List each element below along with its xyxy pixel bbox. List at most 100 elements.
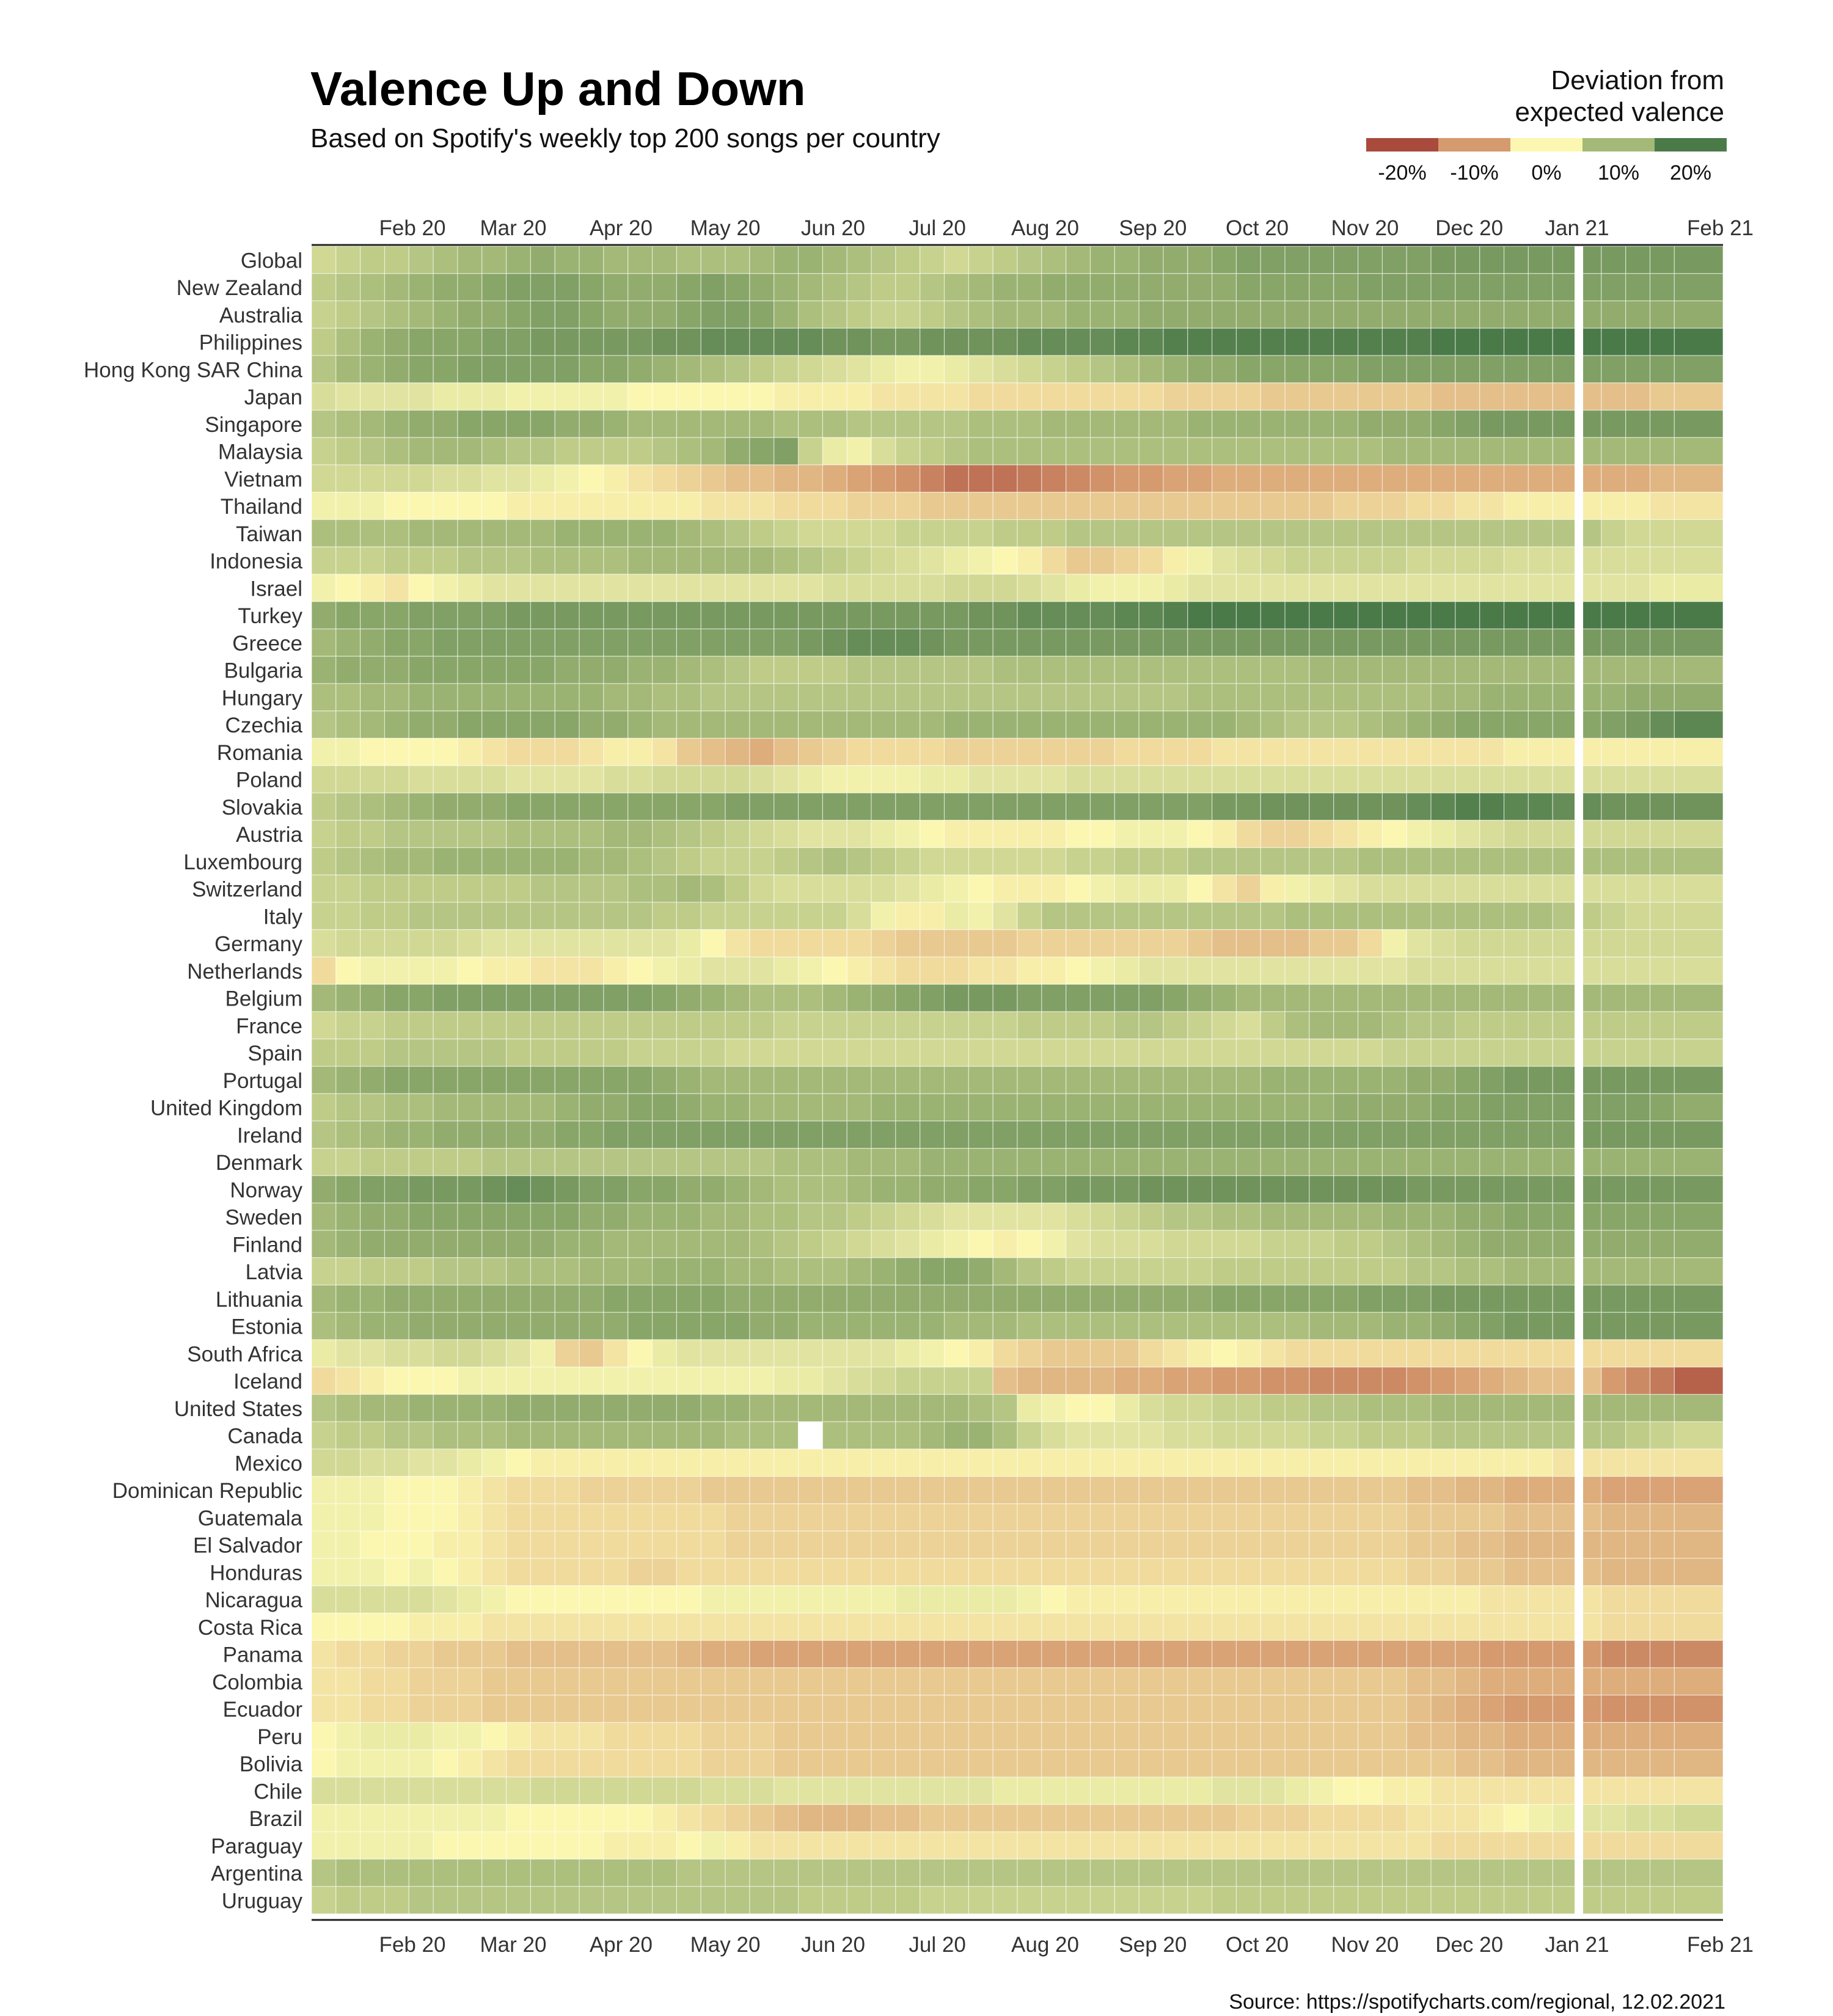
heatmap-cell: [1333, 546, 1359, 575]
heatmap-cell: [1284, 382, 1310, 411]
heatmap-cell: [1455, 847, 1480, 875]
heatmap-cell: [1187, 656, 1213, 684]
heatmap-cell: [1187, 628, 1213, 657]
heatmap-cell: [1528, 519, 1553, 547]
heatmap-cell: [335, 273, 361, 302]
heatmap-cell: [1114, 1011, 1140, 1040]
heatmap-cell: [1284, 409, 1310, 438]
heatmap-cell: [1212, 1858, 1237, 1887]
heatmap-cell: [1284, 246, 1310, 274]
heatmap-cell: [1649, 1312, 1675, 1340]
heatmap-cell: [1284, 601, 1310, 630]
heatmap-cell: [920, 929, 945, 958]
heatmap-cell: [408, 1667, 434, 1696]
heatmap-cell: [992, 246, 1018, 274]
heatmap-cell: [1455, 1120, 1480, 1149]
heatmap-cell: [1381, 1749, 1407, 1778]
heatmap-cell: [1089, 1421, 1115, 1450]
heatmap-cell: [1066, 574, 1091, 602]
heatmap-cell: [457, 656, 483, 684]
heatmap-cell: [846, 765, 872, 794]
heatmap-cell: [1357, 1120, 1383, 1149]
heatmap-cell: [603, 1831, 629, 1860]
heatmap-cell: [1041, 492, 1067, 520]
heatmap-cell: [554, 1858, 580, 1887]
heatmap-cell: [895, 765, 921, 794]
heatmap-cell: [554, 327, 580, 356]
heatmap-cell: [360, 246, 386, 274]
heatmap-cell: [433, 327, 458, 356]
heatmap-cell: [1309, 737, 1334, 766]
heatmap-cell: [1528, 1120, 1553, 1149]
heatmap-cell: [627, 874, 653, 903]
heatmap-cell: [1089, 273, 1115, 302]
heatmap-cell: [1430, 1530, 1456, 1559]
heatmap-cell: [1017, 1367, 1042, 1395]
heatmap-cell: [530, 437, 555, 466]
row-label: Poland: [236, 769, 302, 792]
heatmap-cell: [1625, 1585, 1651, 1614]
heatmap-cell: [1601, 464, 1626, 493]
heatmap-cell: [1066, 1284, 1091, 1313]
heatmap-cell: [1674, 929, 1724, 958]
heatmap-cell: [1041, 1831, 1067, 1860]
heatmap-cell: [651, 273, 678, 302]
heatmap-cell: [1187, 519, 1213, 547]
heatmap-cell: [1479, 409, 1505, 438]
heatmap-cell: [1625, 1120, 1651, 1149]
heatmap-cell: [579, 792, 604, 821]
heatmap-cell: [1333, 1039, 1359, 1067]
heatmap-cell: [311, 1640, 337, 1668]
heatmap-cell: [1187, 765, 1213, 794]
heatmap-cell: [651, 1011, 678, 1040]
heatmap-cell: [871, 1886, 896, 1915]
heatmap-cell: [1406, 1065, 1432, 1094]
heatmap-cell: [1406, 737, 1432, 766]
heatmap-cell: [1212, 1612, 1237, 1641]
heatmap-cell: [335, 847, 361, 875]
heatmap-cell: [506, 492, 532, 520]
heatmap-cell: [627, 1312, 653, 1340]
heatmap-cell: [920, 1039, 945, 1067]
heatmap-cell: [1138, 710, 1164, 739]
heatmap-cell: [457, 1858, 483, 1887]
heatmap-cell: [895, 1175, 921, 1203]
heatmap-cell: [774, 1585, 799, 1614]
heatmap-cell: [481, 300, 507, 329]
heatmap-cell: [871, 1804, 896, 1833]
heatmap-cell: [530, 1257, 555, 1286]
heatmap-cell: [749, 273, 775, 302]
row-label: Germany: [214, 932, 302, 956]
heatmap-cell: [846, 1476, 872, 1505]
heatmap-cell: [1114, 929, 1140, 958]
heatmap-cell: [1601, 246, 1626, 274]
heatmap-cell: [579, 765, 604, 794]
heatmap-cell: [603, 1777, 629, 1805]
heatmap-cell: [1235, 1749, 1261, 1778]
heatmap-cell: [1381, 874, 1407, 903]
heatmap-cell: [457, 1476, 483, 1505]
heatmap-cell: [335, 1831, 361, 1860]
heatmap-cell: [676, 382, 701, 411]
heatmap-cell: [871, 1257, 896, 1286]
heatmap-cell: [1455, 984, 1480, 1012]
heatmap-cell: [627, 1421, 653, 1450]
heatmap-cell: [700, 820, 726, 849]
heatmap-cell: [700, 656, 726, 684]
row-label: Australia: [219, 304, 303, 327]
heatmap-cell: [1381, 1448, 1407, 1477]
heatmap-cell: [1649, 1039, 1675, 1067]
heatmap-cell: [1406, 574, 1432, 602]
heatmap-cell: [1357, 1230, 1383, 1258]
heatmap-cell: [530, 1858, 555, 1887]
heatmap-cell: [1260, 1640, 1286, 1668]
heatmap-cell: [920, 1339, 945, 1368]
heatmap-cell: [311, 1722, 337, 1750]
heatmap-cell: [1260, 492, 1286, 520]
heatmap-cell: [360, 628, 386, 657]
heatmap-cell: [579, 546, 604, 575]
heatmap-cell: [335, 355, 361, 384]
heatmap-cell: [1114, 1065, 1140, 1094]
heatmap-cell: [992, 574, 1018, 602]
heatmap-cell: [1041, 546, 1067, 575]
